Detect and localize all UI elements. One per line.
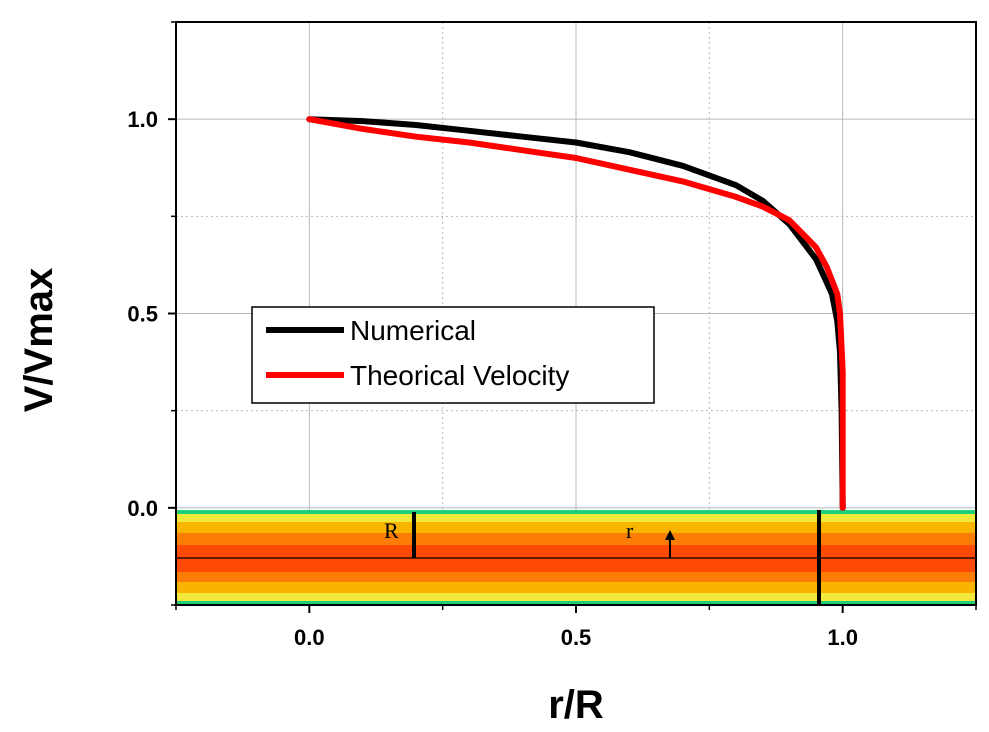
pipe-inset-image: R r [176,510,976,605]
y-axis-title: V/Vmax [17,268,61,413]
y-tick-label: 0.0 [127,496,158,521]
x-tick-label: 1.0 [827,625,858,650]
legend-label-numerical: Numerical [350,315,476,346]
inset-label-R: R [384,518,399,543]
y-tick-label: 1.0 [127,107,158,132]
legend-box [251,306,655,404]
y-tick-label: 0.5 [127,302,158,327]
legend-label-theorical: Theorical Velocity [350,360,569,391]
legend: Numerical Theorical Velocity [251,306,655,404]
series-line-theorical [306,116,846,511]
series-group [306,116,846,511]
x-tick-label: 0.5 [561,625,592,650]
x-axis-title: r/R [548,683,604,727]
x-tick-label: 0.0 [294,625,325,650]
inset-r-arrow-head [665,530,675,540]
inset-label-r: r [626,518,634,543]
axis-ticks: 0.0 0.5 1.0 0.0 0.5 1.0 [127,21,977,650]
